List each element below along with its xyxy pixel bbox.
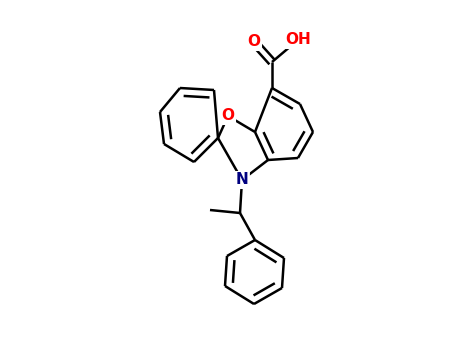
Text: O: O <box>248 35 261 49</box>
Text: O: O <box>222 108 234 124</box>
Text: OH: OH <box>285 33 311 48</box>
Text: N: N <box>236 173 248 188</box>
